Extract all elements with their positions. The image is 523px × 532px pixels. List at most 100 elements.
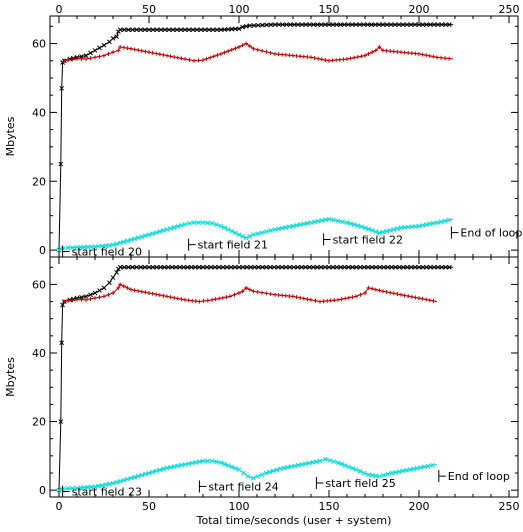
series-point bbox=[150, 27, 156, 33]
series-point bbox=[369, 264, 375, 270]
series-point bbox=[397, 264, 402, 270]
series-point bbox=[255, 22, 261, 28]
series-point bbox=[325, 298, 330, 303]
series-point bbox=[196, 58, 201, 63]
series-point bbox=[350, 295, 355, 300]
series-point bbox=[314, 264, 320, 270]
series-point bbox=[264, 291, 269, 296]
series-point bbox=[247, 23, 253, 28]
series-point bbox=[66, 298, 70, 303]
series-point bbox=[92, 290, 98, 296]
series-point bbox=[287, 53, 292, 58]
series-point bbox=[384, 22, 390, 27]
series-point bbox=[185, 264, 190, 270]
series-point bbox=[79, 294, 84, 300]
series-point bbox=[349, 22, 355, 27]
series-point bbox=[136, 288, 141, 293]
series-point bbox=[62, 58, 67, 63]
series-point bbox=[355, 223, 361, 229]
series-point bbox=[255, 231, 261, 236]
series-point bbox=[404, 22, 410, 27]
series-point bbox=[165, 53, 169, 58]
series-point bbox=[369, 227, 375, 233]
series-point bbox=[215, 53, 220, 58]
series-point bbox=[75, 56, 79, 61]
x-tick-label: 0 bbox=[56, 500, 63, 513]
series-point bbox=[385, 471, 391, 477]
series-point bbox=[182, 27, 188, 33]
series-point bbox=[393, 469, 398, 475]
series-point bbox=[200, 220, 206, 225]
series-point bbox=[422, 464, 427, 470]
series-point bbox=[244, 264, 250, 270]
series-point bbox=[179, 462, 184, 468]
series-point bbox=[408, 22, 414, 27]
series-point bbox=[380, 22, 386, 27]
series-point bbox=[392, 22, 398, 27]
series-point bbox=[150, 469, 155, 475]
series-point bbox=[323, 58, 328, 63]
series-point bbox=[388, 22, 394, 27]
series-point bbox=[376, 22, 382, 27]
series-point bbox=[132, 474, 137, 480]
series-point bbox=[381, 48, 385, 53]
series-point bbox=[331, 217, 336, 223]
series-point bbox=[387, 227, 393, 233]
series-point bbox=[346, 464, 352, 470]
series-point bbox=[381, 289, 385, 294]
series-point bbox=[256, 264, 261, 270]
series-point bbox=[60, 302, 65, 308]
y-tick-label: 60 bbox=[32, 38, 46, 51]
series-point bbox=[186, 27, 192, 33]
series-point bbox=[209, 220, 215, 226]
series-point bbox=[427, 221, 433, 227]
series-point bbox=[291, 53, 295, 58]
series-point bbox=[431, 264, 437, 270]
series-point bbox=[447, 22, 452, 27]
series-point bbox=[399, 50, 403, 55]
series-point bbox=[58, 419, 64, 424]
series-point bbox=[291, 264, 297, 270]
series-point bbox=[348, 56, 353, 61]
series-point bbox=[157, 229, 163, 234]
series-point bbox=[229, 464, 235, 470]
series-point bbox=[150, 264, 156, 270]
series-point bbox=[310, 264, 316, 270]
annotation-label: start field 21 bbox=[198, 239, 268, 252]
series-point bbox=[168, 54, 173, 59]
series-point bbox=[164, 227, 170, 232]
series-point bbox=[132, 236, 137, 242]
series-point bbox=[247, 287, 252, 292]
series-point bbox=[187, 221, 192, 226]
series-point bbox=[70, 245, 75, 250]
series-point bbox=[353, 22, 359, 27]
series-point bbox=[129, 46, 133, 51]
series-point bbox=[292, 463, 298, 469]
series-point bbox=[225, 227, 231, 232]
series-point bbox=[247, 233, 253, 239]
series-point bbox=[117, 240, 123, 246]
series-point bbox=[201, 58, 205, 63]
series-point bbox=[212, 264, 218, 270]
series-point bbox=[326, 264, 332, 270]
series-point bbox=[177, 264, 183, 270]
series-point bbox=[102, 53, 106, 58]
series-point bbox=[362, 470, 367, 476]
series-point bbox=[187, 57, 192, 62]
series-point bbox=[312, 56, 317, 61]
series-point bbox=[388, 290, 393, 295]
series-point bbox=[193, 460, 199, 465]
series-point bbox=[400, 264, 406, 270]
series-point bbox=[192, 58, 196, 63]
series-point bbox=[263, 470, 269, 476]
series-point bbox=[303, 22, 309, 27]
series-point bbox=[344, 220, 350, 225]
series-point bbox=[420, 264, 426, 270]
series-point bbox=[197, 299, 202, 304]
series-point bbox=[311, 22, 316, 27]
series-point bbox=[111, 291, 115, 295]
series-point bbox=[264, 264, 269, 270]
series-point bbox=[348, 221, 353, 226]
series-point bbox=[411, 466, 416, 472]
series-point bbox=[224, 264, 230, 270]
